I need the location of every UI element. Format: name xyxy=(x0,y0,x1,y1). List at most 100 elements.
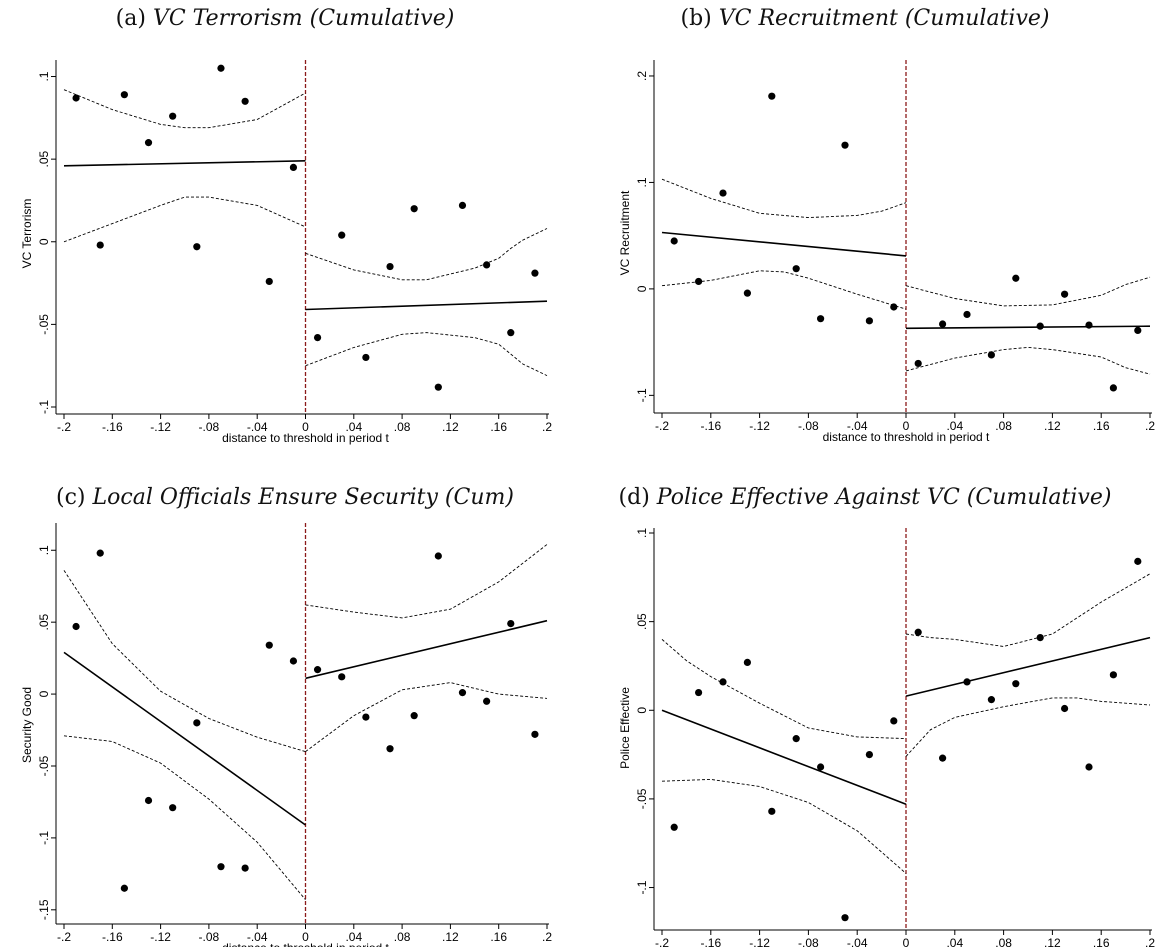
data-point xyxy=(963,310,971,319)
data-point xyxy=(719,678,727,686)
data-point xyxy=(890,717,898,725)
data-point xyxy=(507,329,515,337)
data-point xyxy=(914,359,922,368)
confidence-band-ci-right-upper xyxy=(305,544,548,619)
data-point xyxy=(1085,321,1093,329)
y-tick-label: 0 xyxy=(635,285,649,292)
x-tick-label: .16 xyxy=(490,930,507,944)
data-point xyxy=(817,763,825,771)
x-tick-label: .12 xyxy=(442,930,459,944)
data-point xyxy=(890,303,898,311)
fit-line-right xyxy=(905,636,1151,697)
data-point xyxy=(410,205,418,213)
y-tick-label: .05 xyxy=(37,614,51,631)
data-point xyxy=(987,351,995,359)
confidence-band-ci-left-upper xyxy=(63,89,306,129)
data-point xyxy=(120,884,128,892)
data-point xyxy=(792,735,800,743)
y-tick-label: .1 xyxy=(635,528,649,538)
data-point xyxy=(939,754,947,762)
fit-line-right xyxy=(305,619,548,680)
data-point xyxy=(695,688,703,697)
confidence-band-ci-right-lower xyxy=(305,332,548,377)
y-tick-label: -.15 xyxy=(37,899,51,920)
data-point xyxy=(96,241,104,249)
x-tick-label: .04 xyxy=(946,936,963,947)
x-tick-label: .16 xyxy=(1093,936,1110,947)
data-point xyxy=(96,549,104,557)
panel-title-text: Police Effective Against VC (Cumulative) xyxy=(656,485,1112,510)
y-tick-label: .1 xyxy=(37,545,51,555)
confidence-band-ci-left-lower xyxy=(661,778,907,874)
x-axis-title: distance to threshold in period t xyxy=(222,431,389,445)
x-tick-label: .16 xyxy=(1093,419,1110,433)
data-point xyxy=(987,696,995,704)
fit-line-right xyxy=(905,325,1151,330)
data-point xyxy=(792,265,800,273)
data-point xyxy=(338,673,346,681)
data-point xyxy=(434,552,442,560)
x-tick-label: -.08 xyxy=(199,930,220,944)
x-tick-label: .12 xyxy=(1044,419,1061,433)
y-axis-title: VC Terrorism xyxy=(20,199,34,269)
panel-title-text: VC Terrorism (Cumulative) xyxy=(152,6,455,31)
y-tick-label: 0 xyxy=(37,238,51,245)
confidence-band-ci-left-lower xyxy=(661,270,907,310)
data-point xyxy=(193,719,201,727)
fit-line-left xyxy=(661,709,907,805)
data-point xyxy=(1036,633,1044,642)
data-point xyxy=(1134,557,1142,565)
data-point xyxy=(386,745,394,753)
data-point xyxy=(695,277,703,286)
panel-d: (d) Police Effective Against VC (Cumulat… xyxy=(580,478,1159,947)
data-point xyxy=(193,243,201,251)
x-tick-label: -.16 xyxy=(700,419,721,433)
x-tick-label: -.16 xyxy=(102,420,123,434)
data-point xyxy=(483,261,491,269)
data-point xyxy=(670,237,678,245)
y-axis-title: Security Good xyxy=(20,687,34,763)
data-point xyxy=(362,353,370,362)
x-tick-label: -.2 xyxy=(57,420,71,434)
confidence-band-ci-left-upper xyxy=(661,639,907,740)
data-point xyxy=(241,97,249,105)
data-point xyxy=(1012,274,1020,282)
data-point xyxy=(1109,384,1117,392)
y-axis-title: VC Recruitment xyxy=(618,190,632,275)
data-point xyxy=(865,750,873,759)
panel-a: (a) VC Terrorism (Cumulative) -.1 -.05 0 .0… xyxy=(0,0,575,465)
panel-letter: (b) xyxy=(680,6,712,31)
data-point xyxy=(719,189,727,197)
data-point xyxy=(72,94,80,102)
x-tick-label: -.04 xyxy=(247,930,268,944)
x-axis-title: distance to threshold in period t xyxy=(222,941,389,947)
x-tick-label: 0 xyxy=(302,930,309,944)
data-point xyxy=(217,64,225,72)
y-tick-label: -.05 xyxy=(635,788,649,809)
x-tick-label: -.2 xyxy=(655,936,669,947)
data-point xyxy=(458,689,467,697)
data-point xyxy=(1134,326,1142,335)
confidence-band-ci-right-lower xyxy=(905,697,1151,757)
confidence-band-ci-left-upper xyxy=(661,178,907,219)
data-point xyxy=(939,320,947,328)
x-tick-label: .08 xyxy=(995,936,1012,947)
x-tick-label: .08 xyxy=(995,419,1012,433)
y-tick-label: .1 xyxy=(37,71,51,81)
x-tick-label: -.12 xyxy=(749,419,770,433)
data-point xyxy=(483,697,491,705)
data-point xyxy=(1012,680,1020,688)
x-tick-label: .04 xyxy=(345,420,362,434)
data-point xyxy=(241,864,249,872)
data-point xyxy=(531,730,539,738)
chart-vc-recruitment: -.1 0 .1 .2 -.2 -.16 -.12 -.08 -.04 0 .04 .08 .12 .16… xyxy=(618,60,1155,444)
data-point xyxy=(265,641,273,649)
data-point xyxy=(743,289,751,297)
confidence-band-ci-left-lower xyxy=(63,735,306,900)
x-tick-label: -.08 xyxy=(798,936,819,947)
x-tick-label: .16 xyxy=(490,420,507,434)
data-point xyxy=(313,334,322,342)
panel-title: (c) Local Officials Ensure Security (Cum… xyxy=(0,485,570,510)
data-point xyxy=(169,112,177,120)
data-point xyxy=(458,201,467,210)
